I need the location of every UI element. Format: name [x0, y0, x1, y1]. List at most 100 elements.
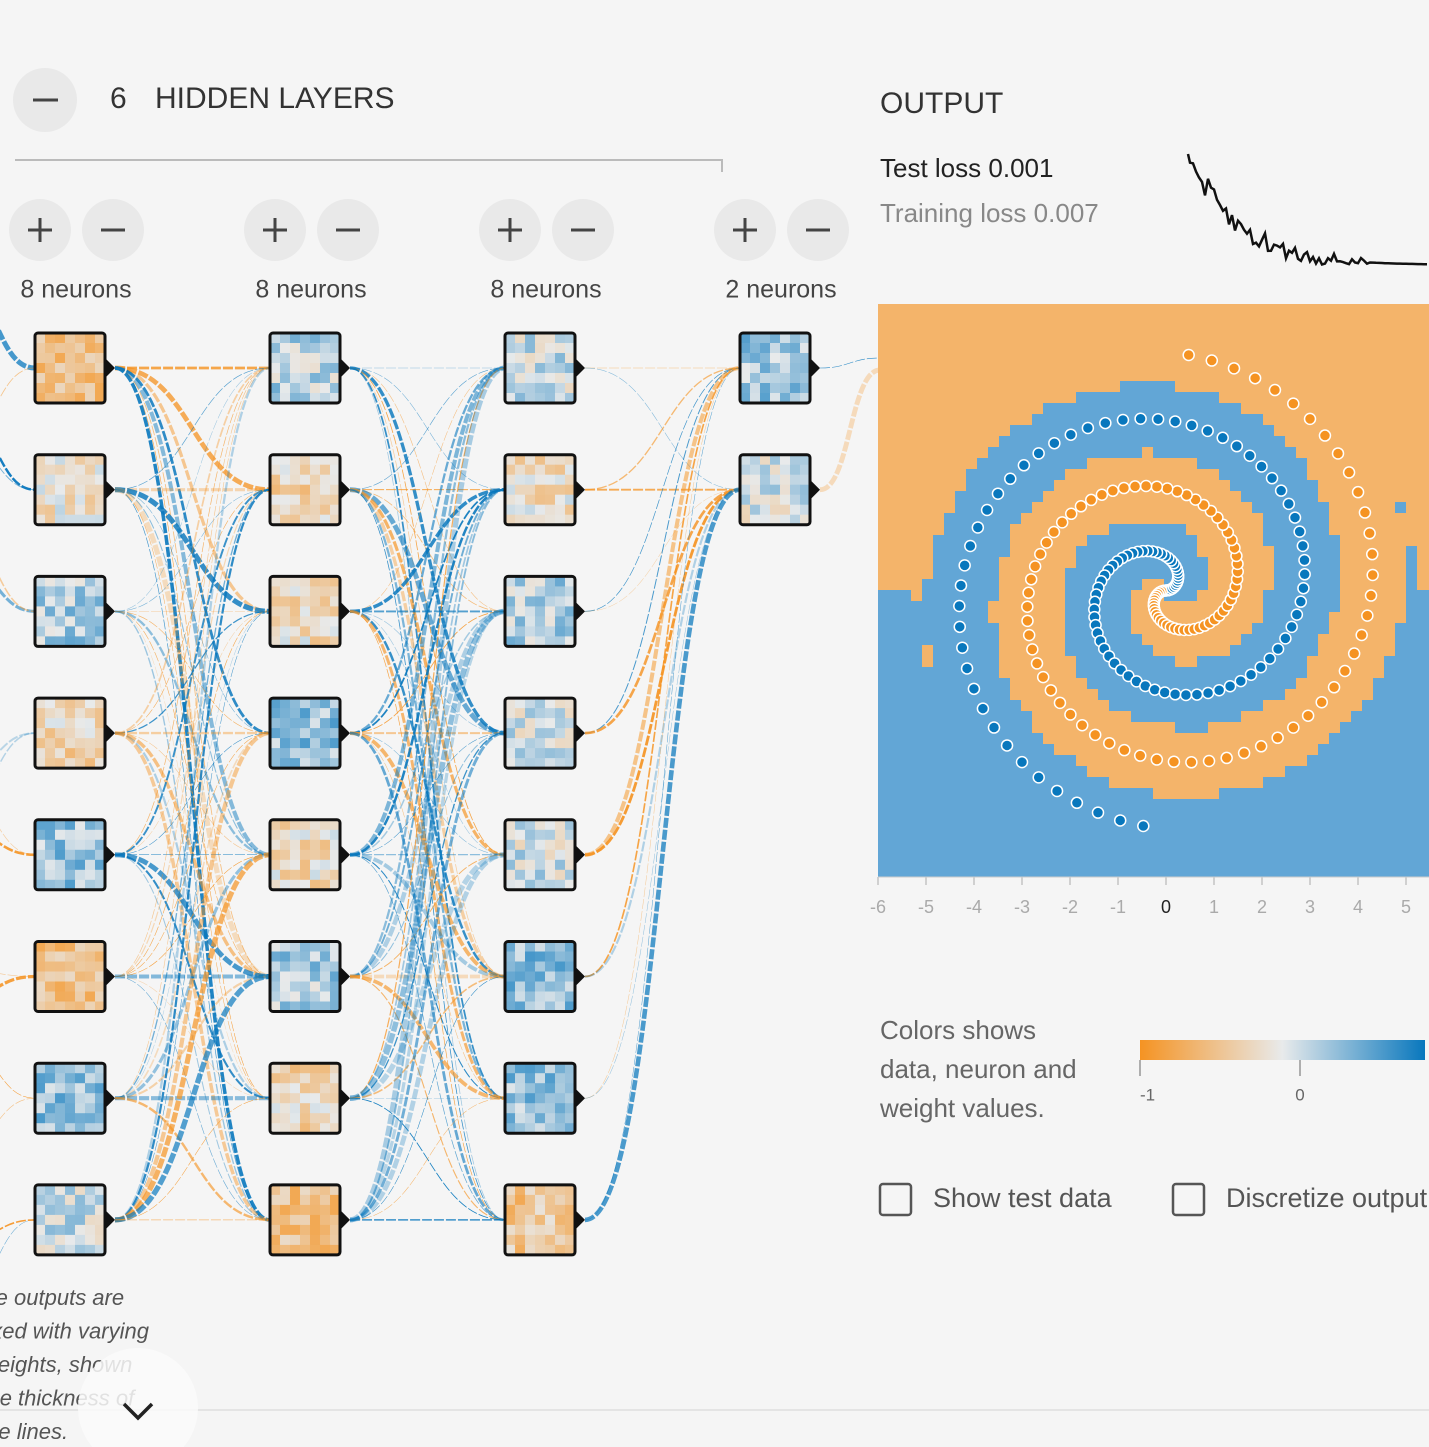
connection — [114, 488, 271, 856]
heatmap-cell — [1175, 656, 1187, 668]
neuron-cell — [330, 596, 341, 607]
neuron[interactable] — [503, 1183, 585, 1257]
neuron[interactable] — [268, 331, 350, 405]
heatmap-cell — [1065, 744, 1077, 756]
heatmap-cell — [933, 744, 945, 756]
neuron[interactable] — [503, 574, 585, 648]
heatmap-cell — [955, 568, 967, 580]
neuron-cell — [65, 343, 76, 354]
neuron-cell — [555, 1123, 566, 1134]
neuron[interactable] — [33, 331, 115, 405]
heatmap-cell — [1175, 733, 1187, 745]
neuron[interactable] — [503, 940, 585, 1013]
neuron[interactable] — [268, 1061, 350, 1135]
checkbox[interactable] — [1171, 1182, 1206, 1217]
heatmap-cell — [1197, 744, 1209, 756]
connection — [349, 367, 506, 1099]
neuron[interactable] — [33, 696, 115, 770]
heatmap-cell — [1219, 304, 1231, 316]
heatmap-cell — [1417, 447, 1429, 459]
neuron[interactable] — [33, 818, 115, 892]
neuron[interactable] — [738, 331, 820, 405]
neuron-cell — [545, 1103, 556, 1114]
neuron[interactable] — [33, 453, 115, 527]
heatmap-cell — [1131, 326, 1143, 338]
heatmap-cell — [1208, 645, 1220, 657]
neuron-cell — [515, 839, 526, 851]
neuron-cell — [280, 718, 291, 729]
neuron[interactable] — [503, 1061, 585, 1135]
heatmap-cell — [1153, 667, 1165, 679]
heatmap-cell — [1351, 612, 1363, 624]
neuron-cell — [565, 839, 576, 851]
neuron-cell — [75, 363, 86, 374]
neuron[interactable] — [33, 574, 115, 648]
heatmap-cell — [1197, 876, 1209, 877]
heatmap-cell — [1032, 689, 1044, 701]
neuron-cell — [535, 1083, 546, 1094]
heatmap-cell — [1098, 656, 1110, 668]
neuron[interactable] — [268, 818, 350, 892]
heatmap-cell — [1197, 656, 1209, 668]
neuron[interactable] — [738, 453, 820, 527]
neuron-cell — [505, 849, 516, 861]
heatmap-cell — [1373, 667, 1385, 679]
neuron-cell — [290, 484, 301, 496]
heatmap-cell — [1219, 315, 1231, 327]
neuron-cell — [95, 393, 106, 404]
checkbox-show-test[interactable]: Show test data — [878, 1182, 1113, 1217]
heatmap-cell — [1373, 304, 1385, 316]
neuron-frame — [503, 1061, 577, 1135]
heatmap-cell — [1098, 601, 1110, 613]
neuron[interactable] — [503, 818, 585, 892]
heatmap-cell — [1373, 326, 1385, 338]
neuron-cell — [75, 1194, 86, 1206]
neuron-cell — [75, 1103, 86, 1114]
neuron-count-label: 2 neurons — [725, 276, 836, 304]
neuron[interactable] — [268, 1183, 350, 1257]
heatmap-cell — [1131, 425, 1143, 437]
heatmap-cell — [889, 777, 901, 789]
neuron-cell — [300, 353, 311, 364]
neuron-cell — [320, 1093, 331, 1104]
neuron[interactable] — [503, 453, 585, 527]
neuron[interactable] — [33, 1183, 115, 1257]
neuron[interactable] — [33, 940, 115, 1013]
heatmap-cell — [1186, 821, 1198, 833]
heatmap-cell — [1065, 810, 1077, 822]
neuron-cell — [505, 748, 516, 759]
heatmap-cell — [1362, 788, 1374, 800]
neuron-cell — [300, 1194, 311, 1206]
heatmap-cell — [1252, 447, 1264, 459]
neuron-cell — [75, 1083, 86, 1094]
neuron[interactable] — [268, 453, 350, 527]
neuron[interactable] — [268, 940, 350, 1013]
heatmap-cell — [1296, 876, 1308, 877]
heatmap-cell — [1296, 854, 1308, 866]
neuron[interactable] — [503, 331, 585, 405]
neuron-cell — [525, 941, 536, 952]
heatmap-cell — [1252, 348, 1264, 360]
heatmap-cell — [1329, 370, 1341, 382]
neuron-output-arrow — [576, 724, 585, 743]
neuron-cell — [515, 343, 526, 354]
neuron[interactable] — [268, 574, 350, 648]
heatmap-cell — [889, 711, 901, 723]
heatmap-cell — [1362, 799, 1374, 811]
neuron-cell — [45, 951, 56, 962]
heatmap-cell — [1384, 854, 1396, 866]
neuron-cell — [515, 951, 526, 962]
checkbox-discretize[interactable]: Discretize output — [1171, 1182, 1428, 1217]
heatmap-cell — [1406, 799, 1418, 811]
heatmap-cell — [1186, 381, 1198, 393]
heatmap-cell — [1362, 326, 1374, 338]
scroll-button[interactable] — [78, 1348, 198, 1447]
checkbox[interactable] — [878, 1182, 913, 1217]
neuron[interactable] — [503, 696, 585, 770]
connection — [114, 367, 271, 977]
neuron[interactable] — [33, 1061, 115, 1135]
heatmap-cell — [1197, 667, 1209, 679]
neuron-cell — [310, 373, 321, 384]
neuron[interactable] — [268, 696, 350, 770]
connection — [114, 611, 271, 977]
